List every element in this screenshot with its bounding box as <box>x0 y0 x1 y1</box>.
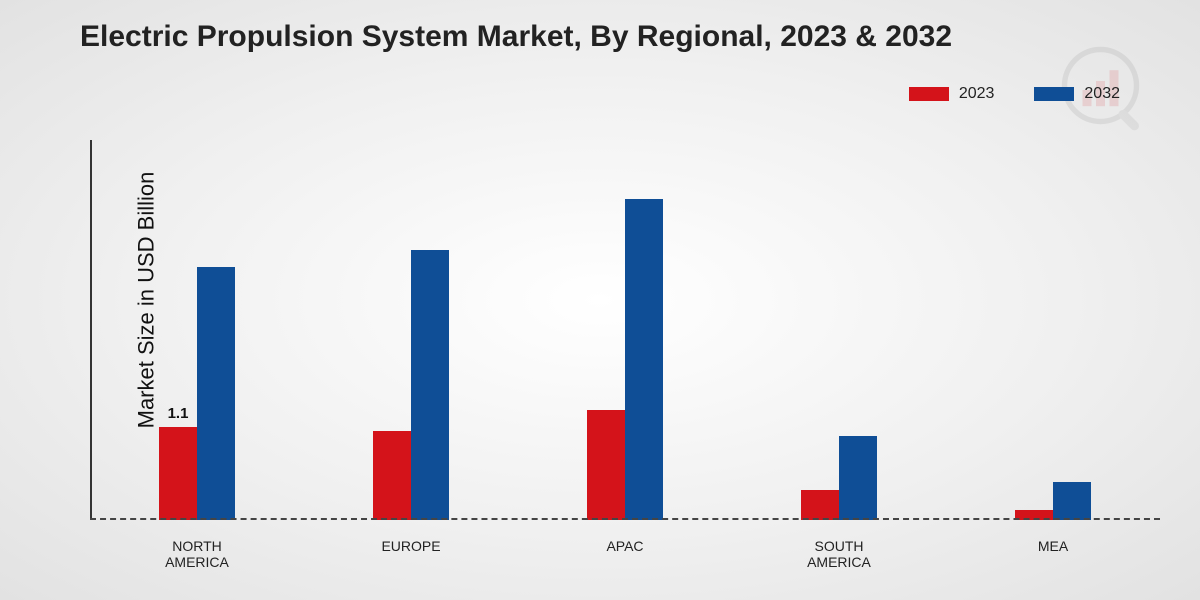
chart-title: Electric Propulsion System Market, By Re… <box>80 20 952 54</box>
bar-group-na: 1.1 <box>90 267 304 520</box>
legend-item-2023: 2023 <box>909 85 995 103</box>
legend-swatch-2023 <box>909 87 949 101</box>
x-label-na: NORTH AMERICA <box>90 538 304 570</box>
bar-group-mea <box>946 482 1160 520</box>
bar-2032-na <box>197 267 235 520</box>
plot-area: 1.1 <box>90 140 1160 520</box>
bar-2023-na: 1.1 <box>159 427 197 520</box>
legend-swatch-2032 <box>1034 87 1074 101</box>
x-label-mea: MEA <box>946 538 1160 570</box>
chart-canvas: Electric Propulsion System Market, By Re… <box>0 0 1200 600</box>
bar-group-sa <box>732 436 946 520</box>
bar-group-eu <box>304 250 518 520</box>
x-axis-baseline <box>90 518 1160 520</box>
bar-2023-eu <box>373 431 411 520</box>
bar-groups: 1.1 <box>90 140 1160 520</box>
bar-2023-ap <box>587 410 625 520</box>
bar-value-label: 1.1 <box>168 405 189 422</box>
bar-2032-mea <box>1053 482 1091 520</box>
x-axis-labels: NORTH AMERICAEUROPEAPACSOUTH AMERICAMEA <box>90 538 1160 570</box>
legend-item-2032: 2032 <box>1034 85 1120 103</box>
legend-label-2023: 2023 <box>959 85 995 103</box>
bar-group-ap <box>518 199 732 520</box>
bar-2032-ap <box>625 199 663 520</box>
x-label-ap: APAC <box>518 538 732 570</box>
bar-2032-eu <box>411 250 449 520</box>
legend: 2023 2032 <box>909 85 1120 103</box>
legend-label-2032: 2032 <box>1084 85 1120 103</box>
bar-2023-sa <box>801 490 839 520</box>
bar-2032-sa <box>839 436 877 520</box>
x-label-eu: EUROPE <box>304 538 518 570</box>
x-label-sa: SOUTH AMERICA <box>732 538 946 570</box>
